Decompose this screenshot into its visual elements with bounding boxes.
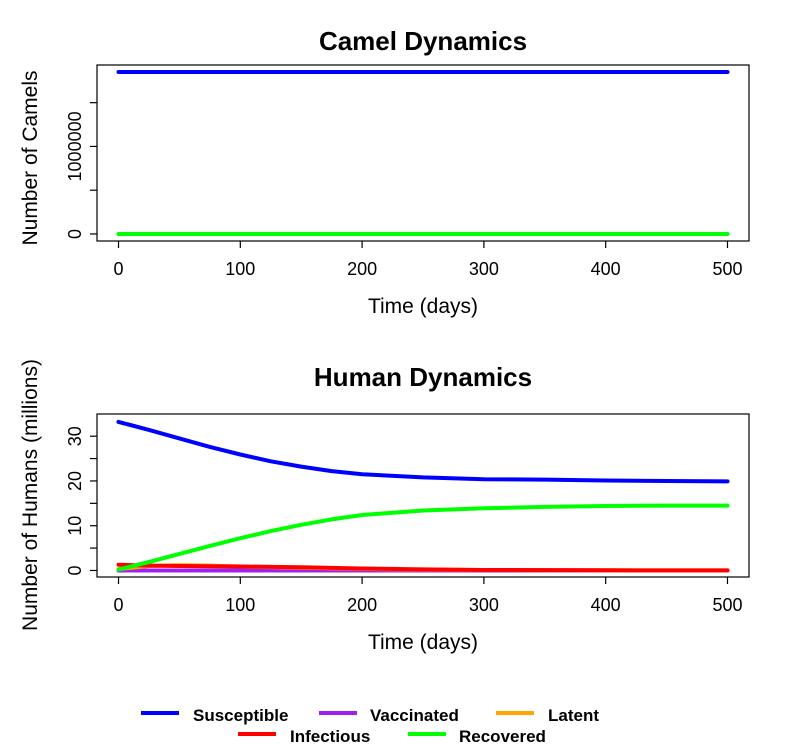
camel-y-tick-label: 0 xyxy=(65,229,85,239)
legend: Susceptible Vaccinated Latent Infectious… xyxy=(141,706,599,746)
human-series-recovered-line xyxy=(116,503,730,572)
camel-x-tick-label: 200 xyxy=(347,259,377,279)
human-x-tick-label: 200 xyxy=(347,595,377,615)
legend-label-infectious: Infectious xyxy=(290,727,370,746)
human-plot-frame xyxy=(96,413,750,578)
camel-chart-title: Camel Dynamics xyxy=(319,26,527,56)
human-y-tick-label: 0 xyxy=(65,565,85,575)
human-x-tick-label: 400 xyxy=(591,595,621,615)
human-series-susceptible-line xyxy=(116,419,730,484)
human-x-axis-label: Time (days) xyxy=(368,631,478,654)
camel-y-tick-label: 1000000 xyxy=(65,111,85,181)
legend-label-vaccinated: Vaccinated xyxy=(370,706,459,725)
human-y-tick-label: 10 xyxy=(65,516,85,536)
camel-dynamics-panel: Camel Dynamics Time (days) Number of Cam… xyxy=(19,26,750,318)
human-dynamics-panel: Human Dynamics Time (days) Number of Hum… xyxy=(19,359,750,654)
camel-x-tick-label: 400 xyxy=(591,259,621,279)
human-y-tick-label: 30 xyxy=(65,426,85,446)
legend-label-recovered: Recovered xyxy=(459,727,546,746)
human-chart-title: Human Dynamics xyxy=(314,362,532,392)
human-x-tick-label: 0 xyxy=(114,595,124,615)
camel-plot-frame xyxy=(96,64,750,242)
camel-y-axis-label: Number of Camels xyxy=(19,70,42,245)
human-y-tick-label: 20 xyxy=(65,471,85,491)
human-y-axis-label: Number of Humans (millions) xyxy=(19,359,42,631)
human-series-infectious-line xyxy=(116,562,730,573)
legend-label-latent: Latent xyxy=(548,706,599,725)
camel-x-tick-label: 300 xyxy=(469,259,499,279)
camel-x-tick-label: 100 xyxy=(225,259,255,279)
legend-label-susceptible: Susceptible xyxy=(193,706,288,725)
camel-x-tick-label: 500 xyxy=(712,259,742,279)
human-x-tick-label: 300 xyxy=(469,595,499,615)
camel-x-tick-label: 0 xyxy=(114,259,124,279)
human-x-tick-label: 500 xyxy=(712,595,742,615)
human-x-tick-label: 100 xyxy=(225,595,255,615)
camel-x-axis-label: Time (days) xyxy=(368,295,478,318)
